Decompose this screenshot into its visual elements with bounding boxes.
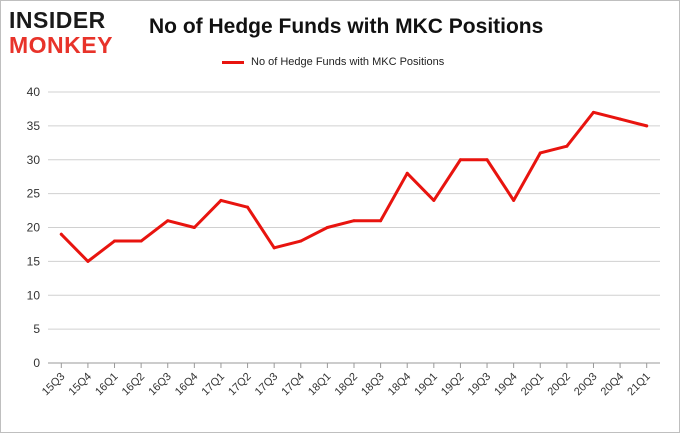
y-tick-label: 35 [27,119,41,133]
data-point [645,124,649,128]
y-tick-label: 30 [27,153,41,167]
x-tick-label: 15Q4 [67,371,95,399]
data-point [618,117,622,121]
y-tick-label: 15 [27,254,41,268]
x-tick-label: 20Q2 [545,371,573,399]
data-point [192,226,196,229]
data-point [325,226,329,229]
data-point [166,219,170,223]
y-tick-label: 5 [33,322,40,336]
y-tick-label: 25 [27,187,41,201]
data-point [86,259,90,263]
x-tick-label: 20Q1 [519,371,547,399]
x-tick-label: 20Q3 [572,371,600,399]
logo-line-2: MONKEY [9,32,113,58]
x-tick-label: 18Q4 [386,371,414,399]
data-point [565,144,569,148]
x-tick-label: 16Q3 [146,371,174,399]
y-tick-label: 40 [27,85,41,99]
data-point [591,110,595,114]
data-point [59,232,63,236]
y-tick-label: 10 [27,288,41,302]
data-point [299,239,303,243]
x-tick-label: 20Q4 [599,371,627,399]
data-point [139,239,143,243]
data-point [458,158,462,162]
x-tick-label: 18Q3 [359,371,387,399]
logo-line-1: INSIDER [9,7,106,33]
data-point [485,158,489,162]
data-point [272,246,276,250]
x-tick-label: 21Q1 [625,371,653,399]
legend-label: No of Hedge Funds with MKC Positions [251,56,445,68]
data-point [538,151,542,155]
x-tick-label: 18Q2 [333,371,361,399]
x-tick-label: 17Q1 [200,371,228,399]
x-tick-label: 17Q2 [226,371,254,399]
x-tick-label: 19Q2 [439,371,467,399]
data-point [379,219,383,223]
data-point [219,198,223,202]
data-point [352,219,356,223]
x-tick-label: 16Q1 [93,371,121,399]
x-tick-label: 17Q4 [279,371,307,399]
x-tick-label: 18Q1 [306,371,334,399]
data-point [512,198,516,202]
data-point [432,198,436,202]
chart-title: No of Hedge Funds with MKC Positions [149,15,544,38]
x-tick-label: 19Q1 [412,371,440,399]
x-tick-label: 15Q3 [40,371,68,399]
data-point [113,239,117,243]
legend-swatch [222,60,244,64]
x-tick-label: 19Q4 [492,371,520,399]
data-point [246,205,250,209]
x-tick-label: 19Q3 [466,371,494,399]
x-tick-label: 16Q2 [120,371,148,399]
x-tick-label: 17Q3 [253,371,281,399]
series-line [59,110,649,263]
y-tick-label: 0 [33,356,40,370]
data-point [405,171,409,175]
y-tick-label: 20 [27,221,41,235]
legend: No of Hedge Funds with MKC Positions [222,56,444,68]
x-tick-label: 16Q4 [173,371,201,399]
insider-monkey-logo: INSIDER MONKEY [9,9,129,57]
